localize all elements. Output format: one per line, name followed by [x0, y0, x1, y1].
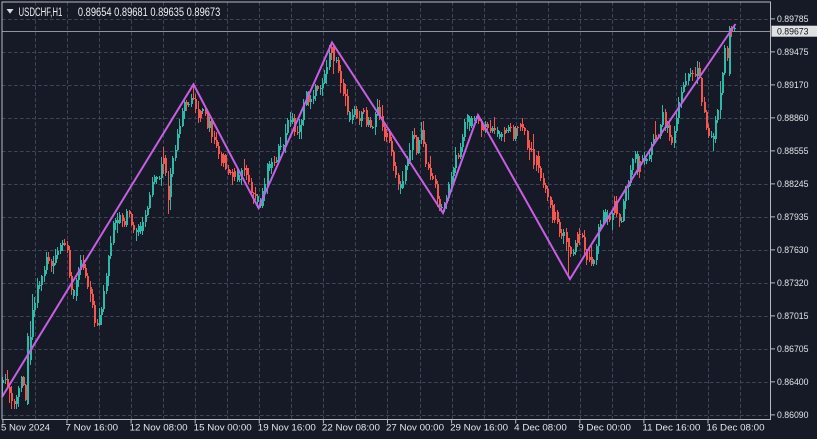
svg-text:0.87320: 0.87320 — [777, 278, 809, 289]
svg-text:16 Dec 08:00: 16 Dec 08:00 — [707, 423, 765, 434]
svg-text:0.86090: 0.86090 — [777, 410, 809, 421]
svg-text:0.86705: 0.86705 — [777, 344, 809, 355]
svg-text:5 Nov 2024: 5 Nov 2024 — [1, 423, 50, 434]
svg-text:22 Nov 08:00: 22 Nov 08:00 — [322, 423, 380, 434]
svg-text:0.86400: 0.86400 — [777, 377, 809, 388]
svg-text:9 Dec 00:00: 9 Dec 00:00 — [578, 423, 631, 434]
svg-text:11 Dec 16:00: 11 Dec 16:00 — [642, 423, 700, 434]
svg-text:0.89654 0.89681 0.89635 0.8967: 0.89654 0.89681 0.89635 0.89673 — [78, 7, 220, 19]
svg-text:29 Nov 16:00: 29 Nov 16:00 — [450, 423, 508, 434]
svg-text:0.89170: 0.89170 — [777, 80, 809, 91]
svg-text:0.87630: 0.87630 — [777, 245, 809, 256]
svg-text:7 Nov 16:00: 7 Nov 16:00 — [66, 423, 119, 434]
svg-text:0.87015: 0.87015 — [777, 311, 809, 322]
svg-text:0.89475: 0.89475 — [777, 47, 809, 58]
svg-text:0.89785: 0.89785 — [777, 14, 809, 25]
svg-text:19 Nov 16:00: 19 Nov 16:00 — [258, 423, 316, 434]
svg-text:0.88860: 0.88860 — [777, 113, 809, 124]
svg-text:27 Nov 00:00: 27 Nov 00:00 — [386, 423, 444, 434]
svg-text:4 Dec 08:00: 4 Dec 08:00 — [514, 423, 567, 434]
svg-text:0.88555: 0.88555 — [777, 146, 809, 157]
svg-text:15 Nov 00:00: 15 Nov 00:00 — [194, 423, 252, 434]
svg-text:0.89673: 0.89673 — [777, 27, 809, 38]
svg-text:0.87935: 0.87935 — [777, 212, 809, 223]
svg-text:12 Nov 08:00: 12 Nov 08:00 — [130, 423, 188, 434]
svg-text:0.88245: 0.88245 — [777, 179, 809, 190]
svg-text:USDCHF,H1: USDCHF,H1 — [19, 7, 63, 19]
